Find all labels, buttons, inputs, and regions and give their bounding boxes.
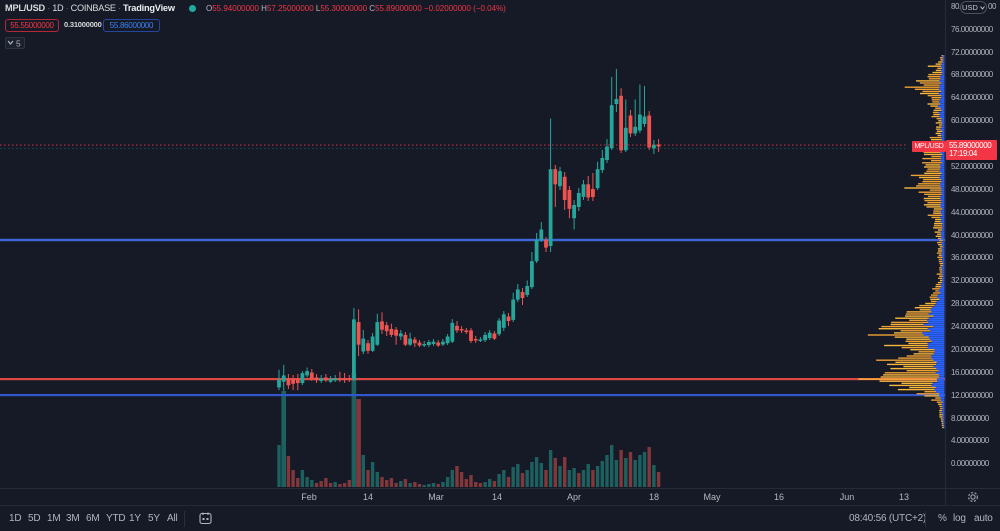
svg-text:5: 5 [16,39,21,49]
